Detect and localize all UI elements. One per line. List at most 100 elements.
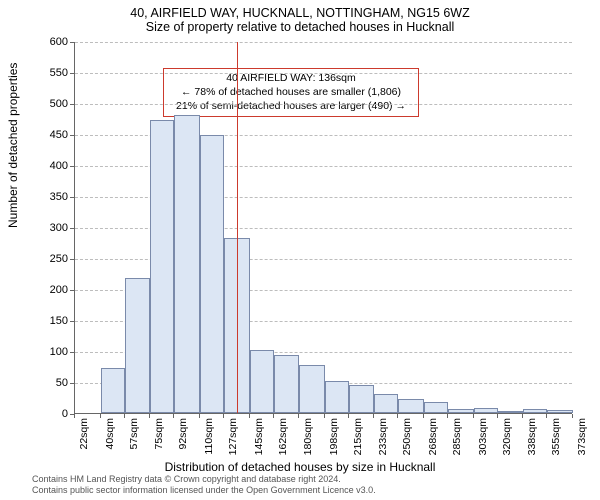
y-tick-label: 400 xyxy=(38,160,68,172)
x-tick-mark xyxy=(497,414,498,418)
y-tick-mark xyxy=(70,73,74,74)
histogram-bar xyxy=(200,135,224,413)
x-tick-label: 268sqm xyxy=(427,418,439,466)
x-tick-mark xyxy=(298,414,299,418)
x-tick-label: 92sqm xyxy=(177,418,189,466)
y-tick-label: 0 xyxy=(38,408,68,420)
x-tick-mark xyxy=(173,414,174,418)
reference-line xyxy=(237,42,238,413)
x-tick-label: 303sqm xyxy=(477,418,489,466)
y-tick-mark xyxy=(70,352,74,353)
footnote: Contains HM Land Registry data © Crown c… xyxy=(32,474,376,496)
histogram-bar xyxy=(424,402,448,413)
y-tick-label: 500 xyxy=(38,98,68,110)
y-tick-label: 300 xyxy=(38,222,68,234)
plot-region: 40 AIRFIELD WAY: 136sqm← 78% of detached… xyxy=(74,42,572,414)
x-tick-mark xyxy=(124,414,125,418)
x-tick-label: 198sqm xyxy=(328,418,340,466)
histogram-bar xyxy=(125,278,151,413)
footnote-line1: Contains HM Land Registry data © Crown c… xyxy=(32,474,376,485)
x-tick-mark xyxy=(348,414,349,418)
x-tick-label: 110sqm xyxy=(203,418,215,466)
x-tick-label: 355sqm xyxy=(550,418,562,466)
chart-title-line1: 40, AIRFIELD WAY, HUCKNALL, NOTTINGHAM, … xyxy=(0,6,600,20)
grid-line xyxy=(75,73,572,74)
y-tick-mark xyxy=(70,135,74,136)
y-tick-label: 350 xyxy=(38,191,68,203)
x-tick-label: 22sqm xyxy=(78,418,90,466)
histogram-bar xyxy=(299,365,325,413)
y-axis-label: Number of detached properties xyxy=(6,63,20,228)
histogram-bar xyxy=(547,410,573,413)
y-tick-mark xyxy=(70,259,74,260)
y-tick-label: 50 xyxy=(38,377,68,389)
chart-area: 40 AIRFIELD WAY: 136sqm← 78% of detached… xyxy=(52,42,572,414)
x-tick-label: 180sqm xyxy=(302,418,314,466)
histogram-bar xyxy=(474,408,498,413)
x-tick-mark xyxy=(373,414,374,418)
histogram-bar xyxy=(101,368,125,413)
y-tick-label: 600 xyxy=(38,36,68,48)
grid-line xyxy=(75,42,572,43)
y-tick-mark xyxy=(70,197,74,198)
x-tick-label: 285sqm xyxy=(451,418,463,466)
y-tick-label: 200 xyxy=(38,284,68,296)
x-tick-mark xyxy=(572,414,573,418)
x-tick-mark xyxy=(149,414,150,418)
histogram-bar xyxy=(498,411,524,413)
histogram-bar xyxy=(274,355,300,413)
x-tick-label: 215sqm xyxy=(352,418,364,466)
x-tick-mark xyxy=(423,414,424,418)
histogram-bar xyxy=(150,120,174,413)
y-tick-mark xyxy=(70,166,74,167)
y-tick-label: 250 xyxy=(38,253,68,265)
chart-title-line2: Size of property relative to detached ho… xyxy=(0,20,600,34)
y-tick-mark xyxy=(70,321,74,322)
x-axis-label: Distribution of detached houses by size … xyxy=(0,460,600,474)
x-tick-mark xyxy=(473,414,474,418)
x-tick-label: 373sqm xyxy=(576,418,588,466)
annotation-box: 40 AIRFIELD WAY: 136sqm← 78% of detached… xyxy=(163,68,419,117)
x-tick-mark xyxy=(546,414,547,418)
x-tick-label: 233sqm xyxy=(377,418,389,466)
y-tick-label: 450 xyxy=(38,129,68,141)
x-tick-mark xyxy=(223,414,224,418)
grid-line xyxy=(75,104,572,105)
histogram-bar xyxy=(349,385,375,413)
y-tick-mark xyxy=(70,228,74,229)
x-tick-mark xyxy=(397,414,398,418)
y-tick-label: 150 xyxy=(38,315,68,327)
footnote-line2: Contains public sector information licen… xyxy=(32,485,376,496)
x-tick-mark xyxy=(74,414,75,418)
y-tick-label: 550 xyxy=(38,67,68,79)
x-tick-mark xyxy=(249,414,250,418)
histogram-bar xyxy=(250,350,274,413)
x-tick-label: 40sqm xyxy=(104,418,116,466)
histogram-bar xyxy=(325,381,349,413)
x-tick-label: 75sqm xyxy=(153,418,165,466)
y-tick-label: 100 xyxy=(38,346,68,358)
x-tick-label: 320sqm xyxy=(501,418,513,466)
annotation-line: ← 78% of detached houses are smaller (1,… xyxy=(170,85,412,99)
x-tick-mark xyxy=(324,414,325,418)
histogram-bar xyxy=(398,399,424,413)
y-tick-mark xyxy=(70,383,74,384)
x-tick-label: 145sqm xyxy=(253,418,265,466)
x-tick-mark xyxy=(522,414,523,418)
histogram-bar xyxy=(174,115,200,413)
x-tick-mark xyxy=(447,414,448,418)
x-tick-label: 127sqm xyxy=(227,418,239,466)
x-tick-label: 162sqm xyxy=(277,418,289,466)
x-tick-label: 338sqm xyxy=(526,418,538,466)
histogram-bar xyxy=(374,394,398,413)
x-tick-mark xyxy=(273,414,274,418)
x-tick-label: 57sqm xyxy=(128,418,140,466)
y-tick-mark xyxy=(70,42,74,43)
annotation-line: 21% of semi-detached houses are larger (… xyxy=(170,99,412,113)
y-tick-mark xyxy=(70,290,74,291)
x-tick-label: 250sqm xyxy=(401,418,413,466)
histogram-bar xyxy=(523,409,547,413)
y-tick-mark xyxy=(70,104,74,105)
x-tick-mark xyxy=(199,414,200,418)
histogram-bar xyxy=(448,409,474,413)
